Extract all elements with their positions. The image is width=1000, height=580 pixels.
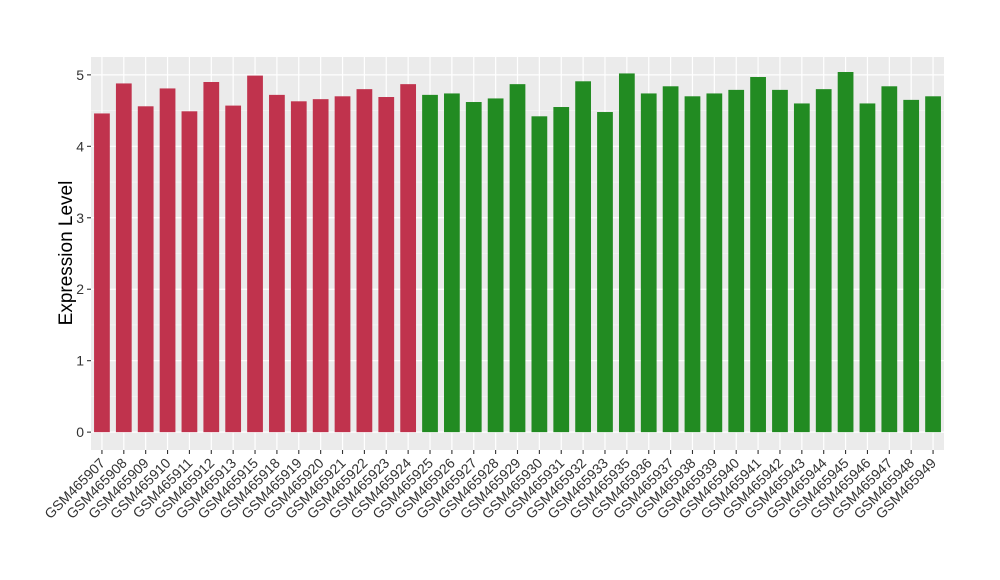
bar — [597, 112, 613, 433]
bar — [225, 105, 242, 433]
bar — [422, 94, 438, 433]
bar — [640, 93, 657, 433]
bar — [618, 73, 635, 433]
bar — [750, 77, 766, 433]
bar — [684, 96, 701, 433]
bar — [378, 97, 395, 433]
bars — [94, 72, 941, 433]
bar — [575, 81, 591, 433]
bar — [444, 93, 460, 433]
bar — [706, 93, 723, 433]
bar — [159, 88, 176, 433]
bar — [509, 84, 526, 433]
y-tick-label: 2 — [76, 281, 84, 297]
bar — [487, 98, 504, 433]
y-tick-label: 0 — [76, 424, 84, 440]
bar — [334, 96, 351, 433]
bar — [356, 89, 373, 433]
bar — [181, 111, 198, 433]
y-tick-label: 4 — [76, 138, 84, 154]
bar — [772, 89, 788, 433]
y-axis-title: Expression Level — [56, 181, 77, 326]
y-tick-label: 1 — [76, 353, 84, 369]
bar — [203, 82, 220, 433]
bar — [247, 75, 263, 433]
bar — [837, 72, 854, 433]
bar — [793, 103, 810, 433]
bar — [859, 103, 876, 433]
y-tick-label: 3 — [76, 210, 84, 226]
y-tick-label: 5 — [76, 67, 84, 83]
bar — [115, 83, 132, 433]
bar — [290, 101, 307, 433]
bar — [269, 94, 285, 433]
x-axis: GSM465907GSM465908GSM465909GSM465910GSM4… — [41, 450, 939, 522]
bar — [531, 116, 548, 433]
bar — [94, 113, 110, 433]
bar — [925, 96, 941, 433]
bar — [662, 86, 679, 433]
bar — [728, 89, 745, 433]
bar — [465, 102, 482, 433]
bar — [400, 84, 417, 433]
y-axis: 0 1 2 3 4 5 — [76, 67, 91, 440]
bar — [815, 89, 832, 433]
bar — [881, 86, 898, 433]
bar — [312, 99, 329, 433]
bar — [137, 106, 154, 433]
bar — [903, 99, 920, 433]
bar — [553, 107, 570, 433]
